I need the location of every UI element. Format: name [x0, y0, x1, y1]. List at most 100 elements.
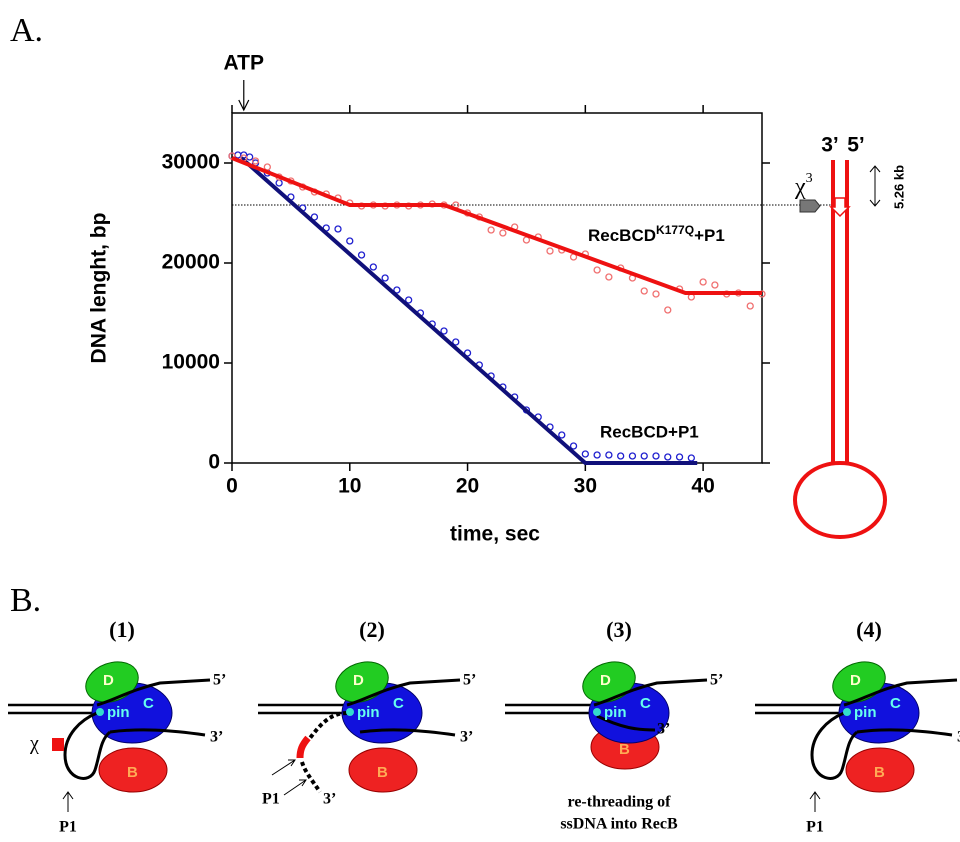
y-axis-label: DNA lenght, bp — [88, 213, 111, 364]
ssdna — [593, 678, 708, 707]
ssdna — [856, 728, 953, 737]
chi-symbol: χ — [794, 174, 806, 200]
ssdna-cut — [300, 761, 322, 794]
chi-sup: 3 — [806, 171, 813, 186]
data-point — [452, 338, 460, 346]
data-point — [346, 237, 354, 245]
panel-label: A. — [10, 12, 43, 49]
data-point — [546, 247, 554, 255]
data-point — [369, 263, 377, 271]
data-point — [652, 452, 660, 460]
arrow — [62, 791, 74, 812]
x-axis-label: time, sec — [450, 523, 540, 546]
data-point — [664, 453, 672, 461]
x-tick-label: 40 — [691, 475, 714, 498]
data-point — [699, 278, 707, 286]
data-point — [711, 281, 719, 289]
data-point — [605, 451, 613, 459]
data-point — [675, 453, 684, 461]
diagram-label: (4) — [856, 617, 882, 642]
data-point — [605, 273, 613, 281]
diagram-label: P1 — [262, 791, 280, 808]
ssdna — [96, 678, 211, 707]
data-point — [652, 290, 660, 298]
diagram-label: pin — [854, 704, 877, 721]
data-point — [499, 229, 507, 237]
data-point — [251, 157, 260, 165]
data-point — [405, 296, 413, 304]
chi-arrow — [799, 199, 821, 213]
data-point — [440, 327, 448, 335]
series-label-part: K177Q — [656, 223, 694, 237]
chi-site — [52, 738, 64, 751]
data-point — [234, 151, 242, 159]
chi-label: χ3 — [794, 171, 813, 199]
y-tick-label: 30000 — [162, 151, 220, 174]
data-point — [558, 431, 566, 439]
diagram-label: P1 — [59, 819, 77, 836]
data-point — [393, 286, 401, 294]
series-label-part: +P1 — [694, 226, 725, 245]
data-point — [263, 163, 271, 171]
pin — [96, 708, 104, 716]
data-point — [581, 450, 589, 458]
data-point — [617, 452, 625, 460]
length-label: 5.26 kb — [891, 165, 906, 209]
diagram-label: 3’ — [460, 729, 473, 746]
y-tick-label: 0 — [208, 451, 220, 474]
diagram-label: 3’ — [323, 791, 336, 808]
ssdna — [346, 678, 461, 707]
subunit-d — [85, 661, 139, 703]
data-point — [310, 213, 319, 221]
data-point — [640, 452, 648, 460]
data-point — [628, 452, 637, 460]
subunit-b — [845, 747, 915, 793]
x-tick-label: 10 — [338, 475, 361, 498]
diagram-label: D — [600, 672, 611, 689]
data-point — [275, 179, 283, 187]
y-tick-label: 20000 — [162, 251, 220, 274]
diagram-label: ssDNA into RecB — [560, 816, 678, 833]
data-point — [664, 306, 672, 314]
subunit-b — [98, 747, 168, 793]
ssdna — [596, 714, 656, 732]
chi-site — [829, 197, 851, 218]
diagram-label: D — [103, 672, 114, 689]
panel-label: B. — [10, 582, 41, 619]
ssdna — [109, 728, 206, 737]
diagram-label: D — [353, 672, 364, 689]
data-point — [246, 153, 254, 161]
data-point — [487, 226, 495, 234]
diagram-label: pin — [604, 704, 627, 721]
diagram-label: 5’ — [710, 672, 723, 689]
diagram-label: 3’ — [210, 729, 223, 746]
pin — [346, 708, 354, 716]
ssdna — [359, 728, 456, 737]
length-arrow-head — [869, 165, 881, 207]
strand-end: 3’ — [821, 134, 839, 157]
diagram-label: 5’ — [463, 672, 476, 689]
data-point — [381, 274, 389, 282]
diagram-label: D — [850, 672, 861, 689]
ssdna-cut — [308, 711, 348, 740]
subunit-d — [832, 661, 886, 703]
ssdna-loop — [810, 711, 859, 780]
pin — [843, 708, 851, 716]
ssdna — [843, 678, 958, 707]
diagram-label: 5’ — [213, 672, 226, 689]
pin — [593, 708, 601, 716]
diagram-label: C — [393, 695, 404, 712]
annotation: ATP — [224, 52, 264, 75]
diagram-label: χ — [29, 733, 39, 755]
data-point — [569, 442, 578, 450]
diagram-label: (2) — [359, 617, 385, 642]
diagram-label: (1) — [109, 617, 135, 642]
x-tick-label: 0 — [226, 475, 238, 498]
plot-frame — [231, 112, 763, 464]
arrow — [271, 759, 307, 796]
fit-line — [231, 156, 762, 295]
diagram-label: P1 — [806, 819, 824, 836]
